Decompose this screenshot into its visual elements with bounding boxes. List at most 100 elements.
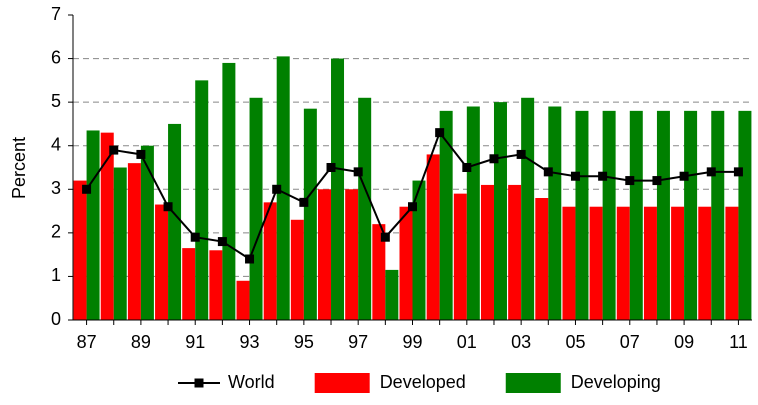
bar [548, 106, 562, 320]
x-tick-label: 87 [77, 332, 97, 352]
marker [408, 202, 417, 212]
x-tick-label: 99 [402, 332, 422, 352]
bar [100, 132, 114, 320]
legend-marker [194, 378, 204, 388]
bar [140, 145, 154, 320]
marker [217, 237, 227, 247]
marker [353, 167, 363, 177]
bar [562, 206, 576, 320]
x-tick-label: 01 [457, 332, 477, 352]
bar [399, 206, 413, 320]
bar [684, 110, 698, 320]
bar [493, 102, 507, 321]
bar [331, 58, 345, 320]
legend-label: World [228, 372, 275, 392]
marker [652, 176, 662, 186]
bar [439, 110, 453, 320]
marker [326, 163, 336, 172]
bar [209, 250, 223, 320]
legend-swatch [314, 373, 370, 393]
bar [276, 56, 290, 321]
marker [245, 254, 255, 264]
y-tick-label: 6 [51, 47, 61, 67]
bar [127, 163, 141, 320]
bar [318, 189, 332, 320]
y-tick-label: 3 [51, 178, 61, 198]
marker [733, 167, 743, 177]
bar [155, 204, 169, 320]
marker [598, 171, 608, 181]
marker [543, 167, 553, 177]
bar [535, 198, 549, 320]
marker [272, 184, 282, 194]
x-tick-label: 91 [185, 332, 205, 352]
bar [466, 106, 480, 320]
bar [303, 108, 317, 320]
marker [109, 145, 119, 155]
bar [725, 206, 739, 320]
x-tick-label: 09 [674, 332, 694, 352]
bar [480, 184, 494, 320]
bar [629, 110, 643, 320]
bar [521, 97, 535, 321]
bar [182, 248, 196, 320]
bar [616, 206, 630, 320]
bar [412, 180, 426, 320]
y-tick-label: 2 [51, 222, 61, 242]
y-tick-label: 5 [51, 91, 61, 111]
bar [711, 110, 725, 320]
legend-label: Developing [571, 372, 661, 392]
bar [453, 193, 467, 320]
bar [385, 269, 399, 320]
bar [508, 184, 522, 320]
x-tick-label: 05 [565, 332, 585, 352]
marker [163, 202, 173, 212]
x-tick-label: 89 [131, 332, 151, 352]
bar [738, 110, 752, 320]
legend-swatch [505, 373, 561, 393]
x-tick-label: 93 [240, 332, 260, 352]
marker [82, 184, 92, 194]
x-tick-label: 07 [620, 332, 640, 352]
y-tick-label: 0 [51, 309, 61, 329]
bar [222, 62, 236, 321]
bar [195, 80, 209, 320]
bar [602, 110, 616, 320]
y-axis-label: Percent [9, 137, 29, 199]
marker [299, 197, 309, 207]
marker [136, 149, 146, 159]
marker [435, 128, 445, 138]
marker [570, 171, 580, 181]
bar [263, 202, 277, 320]
marker [462, 163, 472, 172]
marker [489, 154, 499, 164]
bar [358, 97, 372, 321]
marker [625, 176, 635, 186]
y-tick-label: 7 [51, 4, 61, 24]
bar [86, 130, 100, 320]
bar [643, 206, 657, 320]
bar [345, 189, 359, 320]
bar [656, 110, 670, 320]
bar [113, 167, 127, 320]
marker [380, 232, 390, 242]
y-tick-label: 1 [51, 265, 61, 285]
x-tick-label: 95 [294, 332, 314, 352]
bar [589, 206, 603, 320]
marker [679, 171, 689, 181]
bar [671, 206, 685, 320]
bar [168, 123, 182, 320]
marker [190, 232, 200, 242]
x-tick-label: 11 [729, 332, 748, 352]
y-tick-label: 4 [51, 134, 61, 154]
bar [372, 224, 386, 320]
bar [575, 110, 589, 320]
marker [706, 167, 716, 177]
x-tick-label: 97 [348, 332, 368, 352]
bar [426, 154, 440, 320]
bar [698, 206, 712, 320]
legend-label: Developed [380, 372, 466, 392]
marker [516, 149, 526, 159]
bar [236, 280, 250, 320]
